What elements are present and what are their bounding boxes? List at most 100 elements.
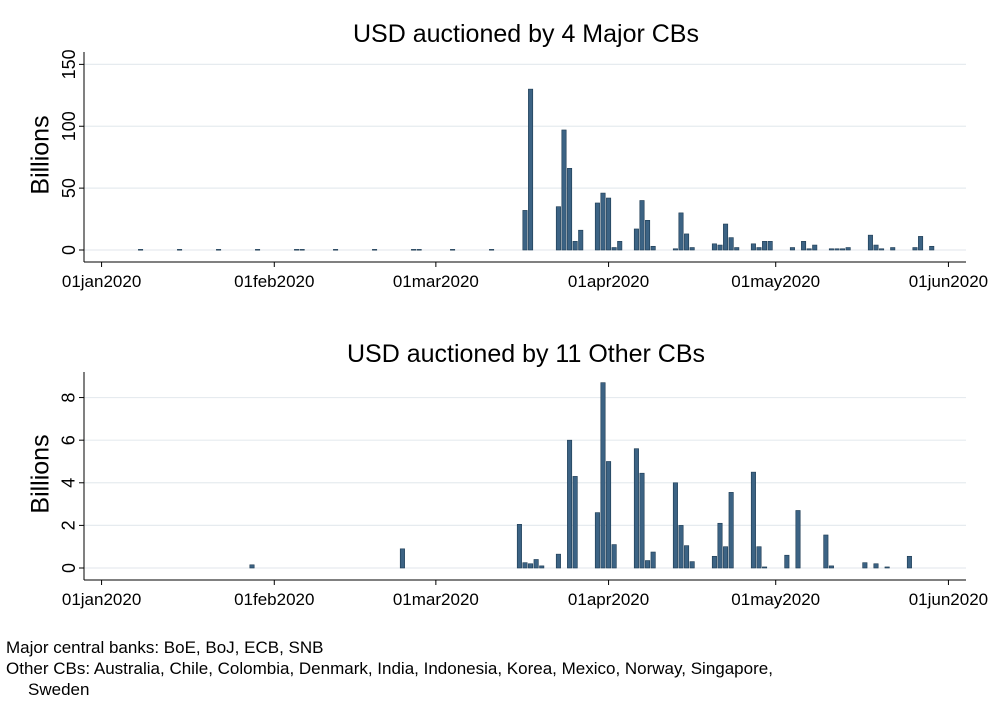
bar: [294, 249, 300, 251]
bar: [539, 565, 545, 569]
bar: [762, 241, 768, 251]
bar: [255, 249, 261, 251]
bar: [672, 482, 678, 569]
x-tick-label: 01apr2020: [568, 272, 649, 291]
x-tick-label: 01may2020: [731, 590, 820, 609]
bar: [572, 476, 578, 569]
bar: [879, 248, 885, 251]
bar: [372, 249, 378, 251]
footnote-other-cbs: Other CBs: Australia, Chile, Colombia, D…: [6, 659, 773, 678]
y-tick-label: 8: [59, 393, 79, 403]
bar: [606, 461, 612, 569]
bar: [645, 560, 651, 569]
bar: [522, 562, 528, 569]
bar: [801, 241, 807, 251]
bar: [795, 510, 801, 569]
bar: [606, 197, 612, 251]
x-tick-label: 01mar2020: [393, 272, 479, 291]
y-axis-label: Billions: [27, 115, 55, 194]
x-tick-label: 01apr2020: [568, 590, 649, 609]
chart-figure: USD auctioned by 4 Major CBs 0 50 100 150 Bil…: [27, 20, 989, 609]
bar: [611, 544, 617, 569]
chart-panel-major-cbs: USD auctioned by 4 Major CBs 0 50 100 150 Bil…: [27, 20, 989, 291]
bar: [678, 212, 684, 251]
chart-title: USD auctioned by 11 Other CBs: [347, 340, 705, 368]
chart-title: USD auctioned by 4 Major CBs: [353, 20, 699, 48]
bar: [867, 234, 873, 251]
bar: [784, 554, 790, 569]
bar: [177, 249, 183, 251]
bar: [750, 243, 756, 251]
bar: [572, 241, 578, 251]
x-tick-label: 01may2020: [731, 272, 820, 291]
bar: [845, 247, 851, 251]
bar: [555, 553, 561, 569]
bar: [299, 249, 305, 251]
bar: [884, 566, 890, 569]
bar: [650, 245, 656, 251]
bar: [333, 249, 339, 251]
bar: [723, 546, 729, 569]
bar: [728, 492, 734, 569]
y-tick-label: 0: [59, 563, 79, 573]
bar: [567, 439, 573, 569]
bar: [617, 241, 623, 251]
bar: [912, 247, 918, 251]
bar: [717, 522, 723, 569]
bar: [890, 247, 896, 251]
bar: [516, 524, 522, 569]
bar: [639, 472, 645, 569]
bar: [555, 206, 561, 251]
bar: [399, 548, 405, 569]
bar: [600, 192, 606, 251]
bar: [138, 249, 144, 251]
bar: [522, 210, 528, 251]
bar: [689, 247, 695, 251]
bar: [533, 559, 539, 569]
bar: [806, 248, 812, 251]
bar: [249, 564, 255, 569]
x-tick-label: 01feb2020: [234, 590, 314, 609]
bar: [650, 551, 656, 569]
y-tick-label: 150: [59, 49, 79, 79]
bar: [678, 525, 684, 569]
bar: [711, 243, 717, 251]
bar: [411, 249, 417, 251]
bar: [561, 129, 567, 251]
footnote-other-cbs-continued: Sweden: [28, 680, 90, 699]
bar: [828, 248, 834, 251]
bar: [762, 566, 768, 569]
bar: [756, 247, 762, 251]
bar: [633, 228, 639, 251]
bar: [756, 546, 762, 569]
bar: [528, 563, 534, 569]
bar: [873, 244, 879, 251]
bar: [723, 223, 729, 251]
bar: [929, 245, 935, 251]
x-tick-label: 01jan2020: [62, 590, 141, 609]
bar: [906, 555, 912, 569]
bar: [834, 248, 840, 251]
bar: [594, 512, 600, 569]
bar: [684, 233, 690, 251]
bar: [828, 565, 834, 569]
y-tick-label: 50: [59, 178, 79, 198]
footnote-major-cbs: Major central banks: BoE, BoJ, ECB, SNB: [6, 638, 324, 657]
bar: [840, 248, 846, 251]
y-tick-label: 2: [59, 520, 79, 530]
bar: [734, 247, 740, 251]
bar: [711, 555, 717, 569]
bar: [600, 382, 606, 569]
bar: [689, 561, 695, 569]
bar: [216, 249, 222, 251]
bar: [672, 248, 678, 251]
bar: [416, 249, 422, 251]
x-tick-label: 01jun2020: [909, 590, 988, 609]
bar: [633, 448, 639, 569]
y-tick-label: 100: [59, 111, 79, 141]
bar: [645, 220, 651, 251]
bar: [789, 247, 795, 251]
bar: [918, 236, 924, 251]
x-tick-label: 01mar2020: [393, 590, 479, 609]
y-axis-label: Billions: [27, 434, 55, 513]
